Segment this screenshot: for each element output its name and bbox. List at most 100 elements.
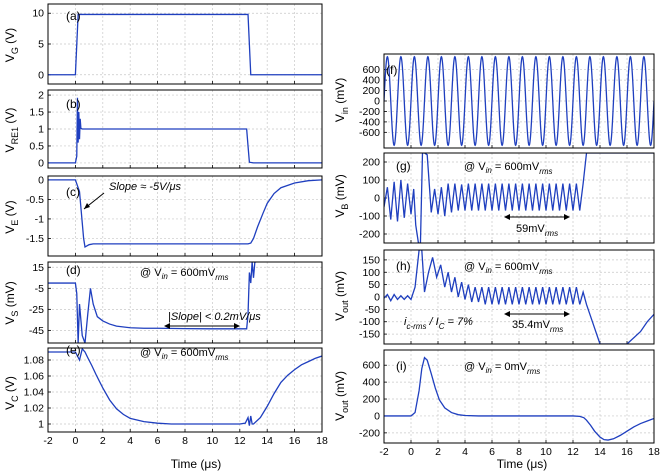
panel-g-ylabel-main: V bbox=[333, 210, 347, 218]
panel-h-ylabel-main: V bbox=[333, 313, 347, 321]
panel-e-xlabel: Time (μs) bbox=[171, 457, 221, 471]
panel-a: 0 5 10 (a) VG (V) bbox=[3, 3, 323, 85]
panel-e-ytick-label: 1.08 bbox=[24, 355, 45, 367]
panel-c-ylabel-main: V bbox=[3, 226, 17, 234]
panel-f-ylabel: Vin (mV) bbox=[333, 78, 350, 122]
panel-h-series-v-out bbox=[384, 250, 654, 344]
panel-d-ytick-label: -25 bbox=[29, 304, 44, 316]
panel-i-ytick-label: -200 bbox=[359, 427, 380, 439]
svg-text:VG (V): VG (V) bbox=[3, 28, 20, 62]
panel-f-ytick-label: 0 bbox=[374, 96, 380, 108]
panel-d-ylabel: VS (mV) bbox=[3, 281, 20, 324]
panel-h-ytick-label: -150 bbox=[359, 329, 380, 341]
panel-e-xtick-label: 2 bbox=[100, 435, 106, 447]
panel-d-span-arrowhead-left bbox=[164, 323, 170, 329]
panel-f-ytick-label: 400 bbox=[362, 75, 380, 87]
panel-h-span-arrowhead-right bbox=[564, 311, 570, 317]
panel-c-ytick-label: -1.5 bbox=[26, 233, 44, 245]
panel-b-label: (b) bbox=[66, 97, 81, 111]
panel-i-xtick-label: 6 bbox=[489, 446, 495, 458]
panel-a-ylabel-unit: (V) bbox=[3, 28, 17, 47]
panel-c-ytick-label: -1 bbox=[35, 213, 44, 225]
panel-i-xtick-label: 2 bbox=[435, 446, 441, 458]
panel-e-grid: -2 0 2 4 6 8 10 12 14 16 18 1 1.02 1.04 1.06 1.08 bbox=[24, 348, 328, 447]
panel-g-ytick-label: 100 bbox=[362, 175, 380, 187]
panel-c-ylabel-sub: E bbox=[10, 220, 20, 226]
panel-c-ylabel: VE (V) bbox=[3, 200, 20, 233]
svg-text:VC (V): VC (V) bbox=[3, 376, 20, 410]
panel-g-span-arrowhead-left bbox=[504, 214, 510, 220]
panel-e-ylabel: VC (V) bbox=[3, 376, 20, 410]
panel-e-xtick-label: 4 bbox=[127, 435, 133, 447]
panel-h-frame bbox=[383, 249, 655, 345]
panel-d-ytick-label: 15 bbox=[32, 262, 44, 274]
panel-h-ylabel: Vout (mV) bbox=[333, 271, 350, 321]
panel-h-label: (h) bbox=[396, 259, 411, 273]
panel-e-ytick-label: 1.04 bbox=[24, 387, 45, 399]
panel-b-ytick-label: 1.5 bbox=[29, 107, 44, 119]
panel-i-ytick-label: 200 bbox=[362, 394, 380, 406]
panel-i-xtick-label: 16 bbox=[621, 446, 633, 458]
panel-e-xtick-label: 18 bbox=[316, 435, 328, 447]
panel-c-frame bbox=[47, 175, 323, 257]
panel-e: -2 0 2 4 6 8 10 12 14 16 18 1 1.02 1.04 1.06 1.08 (e) V… bbox=[3, 343, 328, 471]
panel-e-label: (e) bbox=[66, 343, 81, 357]
panel-e-ytick-label: 1 bbox=[38, 419, 44, 431]
panel-e-ylabel-unit: (V) bbox=[3, 376, 17, 395]
panel-a-ytick-label: 0 bbox=[38, 69, 44, 81]
panel-b-frame bbox=[47, 89, 323, 169]
panel-e-ylabel-sub: C bbox=[10, 395, 20, 402]
panel-f-ylabel-unit: (mV) bbox=[333, 78, 347, 107]
panel-i-ylabel-sub: out bbox=[340, 400, 350, 413]
panel-f-series-v-in bbox=[384, 55, 654, 147]
panel-i-xtick-label: 10 bbox=[540, 446, 552, 458]
panel-g-ytick-label: -200 bbox=[359, 229, 380, 241]
panel-e-xtick-label: 6 bbox=[155, 435, 161, 447]
panel-i-condition-annotation: @ Vin = 0mVrms bbox=[464, 361, 540, 376]
panel-i-series-v-out bbox=[384, 356, 654, 441]
panel-a-frame bbox=[47, 3, 323, 85]
panel-c-ytick-label: 0 bbox=[38, 174, 44, 186]
panel-h-ytick-label: -100 bbox=[359, 316, 380, 328]
panel-i-frame bbox=[383, 349, 655, 444]
panel-h-span-arrowhead-left bbox=[504, 311, 510, 317]
panel-i-ytick-label: 600 bbox=[362, 360, 380, 372]
panel-i-xtick-label: 18 bbox=[648, 446, 660, 458]
panel-f-ytick-label: -600 bbox=[359, 127, 380, 139]
panel-e-series-v-c bbox=[48, 348, 322, 426]
panel-f-label: (f) bbox=[386, 63, 397, 77]
panel-i-xlabel: Time (μs) bbox=[497, 457, 547, 471]
panel-e-xtick-label: 0 bbox=[72, 435, 78, 447]
panel-i-xtick-label: 4 bbox=[462, 446, 468, 458]
svg-text:VE (V): VE (V) bbox=[3, 200, 20, 233]
svg-text:VRE1 (V): VRE1 (V) bbox=[3, 108, 20, 153]
panel-b: 0 0.5 1 1.5 2 (b) VRE1 (V) bbox=[3, 89, 323, 169]
panel-b-ytick-label: 2 bbox=[38, 90, 44, 102]
panel-e-ytick-label: 1.06 bbox=[24, 371, 45, 383]
panel-g-ylabel-sub: B bbox=[340, 204, 350, 210]
panel-i-ylabel-unit: (mV) bbox=[333, 371, 347, 400]
panel-i: -2 0 2 4 6 8 10 12 14 16 18 600 400 200 0 -200 (i) Vout… bbox=[333, 349, 660, 471]
panel-h-ratio-annotation: ic-rms / IC = 7% bbox=[404, 316, 473, 331]
panel-b-ytick-label: 0.5 bbox=[29, 140, 44, 152]
svg-text:Vin (mV): Vin (mV) bbox=[333, 78, 350, 122]
panel-d-ylabel-unit: (mV) bbox=[3, 281, 17, 310]
panel-a-series-v-g bbox=[48, 13, 322, 76]
panel-f-ytick-label: -200 bbox=[359, 106, 380, 118]
panel-h-ytick-label: -50 bbox=[365, 304, 380, 316]
panel-c-label: (c) bbox=[66, 185, 80, 199]
panel-g-series-v-b bbox=[384, 153, 654, 243]
panel-i-ylabel: Vout (mV) bbox=[333, 371, 350, 421]
panel-b-ytick-label: 1 bbox=[38, 124, 44, 136]
panel-h-amplitude-annotation: 35.4mVrms bbox=[512, 319, 563, 334]
panel-g: 200 100 0 -100 -200 (g) VB (mV) @ Vin = 600m… bbox=[333, 152, 655, 244]
panel-d-span-arrowhead-right bbox=[234, 323, 240, 329]
panel-e-xtick-label: 8 bbox=[182, 435, 188, 447]
panel-d-slope-annotation: |Slope| < 0.2mV/μs bbox=[168, 311, 261, 323]
panel-f-ytick-label: 600 bbox=[362, 64, 380, 76]
panel-g-grid: 200 100 0 -100 -200 bbox=[359, 153, 655, 243]
panel-e-xtick-label: 16 bbox=[289, 435, 301, 447]
panel-c-ylabel-unit: (V) bbox=[3, 200, 17, 219]
panel-a-ytick-label: 5 bbox=[38, 39, 44, 51]
